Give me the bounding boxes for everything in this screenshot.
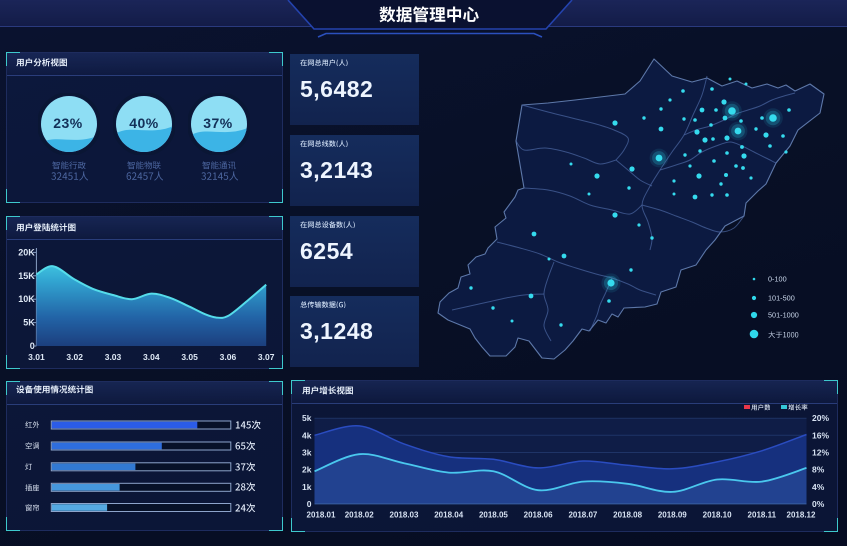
svg-text:12%: 12% <box>812 448 829 458</box>
svg-text:101-500: 101-500 <box>768 294 795 303</box>
svg-text:3.04: 3.04 <box>143 352 160 362</box>
svg-text:20K: 20K <box>18 247 35 257</box>
svg-text:2k: 2k <box>302 465 312 475</box>
svg-text:2018.09: 2018.09 <box>658 511 687 520</box>
svg-text:4k: 4k <box>302 430 312 440</box>
svg-text:3.06: 3.06 <box>220 352 237 362</box>
svg-text:8%: 8% <box>812 465 825 475</box>
svg-text:20%: 20% <box>812 413 829 423</box>
svg-text:1k: 1k <box>302 482 312 492</box>
svg-text:3.03: 3.03 <box>105 352 122 362</box>
svg-text:0: 0 <box>30 341 35 351</box>
svg-text:2018.12: 2018.12 <box>787 511 816 520</box>
svg-text:10K: 10K <box>18 294 35 304</box>
svg-text:5K: 5K <box>23 318 35 328</box>
svg-text:0: 0 <box>307 499 312 509</box>
svg-text:2018.02: 2018.02 <box>345 511 374 520</box>
svg-text:2018.07: 2018.07 <box>568 511 597 520</box>
svg-text:2018.04: 2018.04 <box>434 511 463 520</box>
svg-text:2018.05: 2018.05 <box>479 511 508 520</box>
svg-text:2018.11: 2018.11 <box>748 511 777 520</box>
svg-text:3.07: 3.07 <box>258 352 275 362</box>
svg-text:2018.10: 2018.10 <box>703 511 732 520</box>
svg-text:4%: 4% <box>812 482 825 492</box>
svg-text:2018.06: 2018.06 <box>524 511 553 520</box>
svg-text:3.05: 3.05 <box>181 352 198 362</box>
svg-text:0%: 0% <box>812 499 825 509</box>
svg-text:3.02: 3.02 <box>66 352 83 362</box>
svg-text:3.01: 3.01 <box>28 352 45 362</box>
svg-text:3k: 3k <box>302 448 312 458</box>
svg-text:2018.03: 2018.03 <box>390 511 419 520</box>
svg-text:2018.01: 2018.01 <box>307 511 336 520</box>
svg-text:15K: 15K <box>18 271 35 281</box>
svg-text:2018.08: 2018.08 <box>613 511 642 520</box>
svg-text:5k: 5k <box>302 413 312 423</box>
svg-text:501-1000: 501-1000 <box>768 311 799 320</box>
svg-text:16%: 16% <box>812 430 829 440</box>
svg-text:0-100: 0-100 <box>768 275 787 284</box>
